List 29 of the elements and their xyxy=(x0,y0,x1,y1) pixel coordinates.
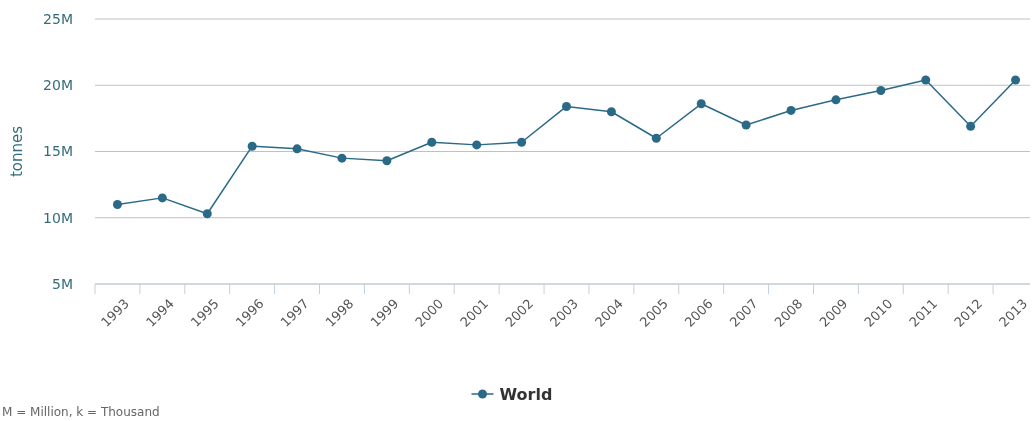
point xyxy=(112,200,122,209)
y-axis-title: tonnes xyxy=(8,125,26,178)
point xyxy=(562,101,571,111)
point xyxy=(247,141,257,151)
point xyxy=(786,105,796,115)
point xyxy=(651,133,661,143)
point xyxy=(202,209,212,219)
legend-label: World xyxy=(499,384,553,404)
point xyxy=(1011,75,1021,85)
point xyxy=(966,121,976,131)
point xyxy=(292,144,302,154)
point xyxy=(606,107,616,117)
y-tick-label: 15M xyxy=(43,143,73,160)
point xyxy=(427,137,437,147)
y-tick-label: 25M xyxy=(43,10,73,27)
point xyxy=(157,193,167,203)
point xyxy=(696,99,706,109)
point xyxy=(741,120,751,130)
point xyxy=(472,140,482,150)
point xyxy=(876,86,886,96)
point xyxy=(831,95,841,105)
point xyxy=(517,137,527,147)
point xyxy=(382,156,392,166)
text: M = Million, k = Thousand xyxy=(2,405,160,419)
point xyxy=(921,75,931,85)
y-tick-label: 20M xyxy=(43,77,73,94)
y-tick-label: 10M xyxy=(43,209,73,226)
y-tick-label: 5M xyxy=(52,275,73,292)
point xyxy=(337,153,347,163)
